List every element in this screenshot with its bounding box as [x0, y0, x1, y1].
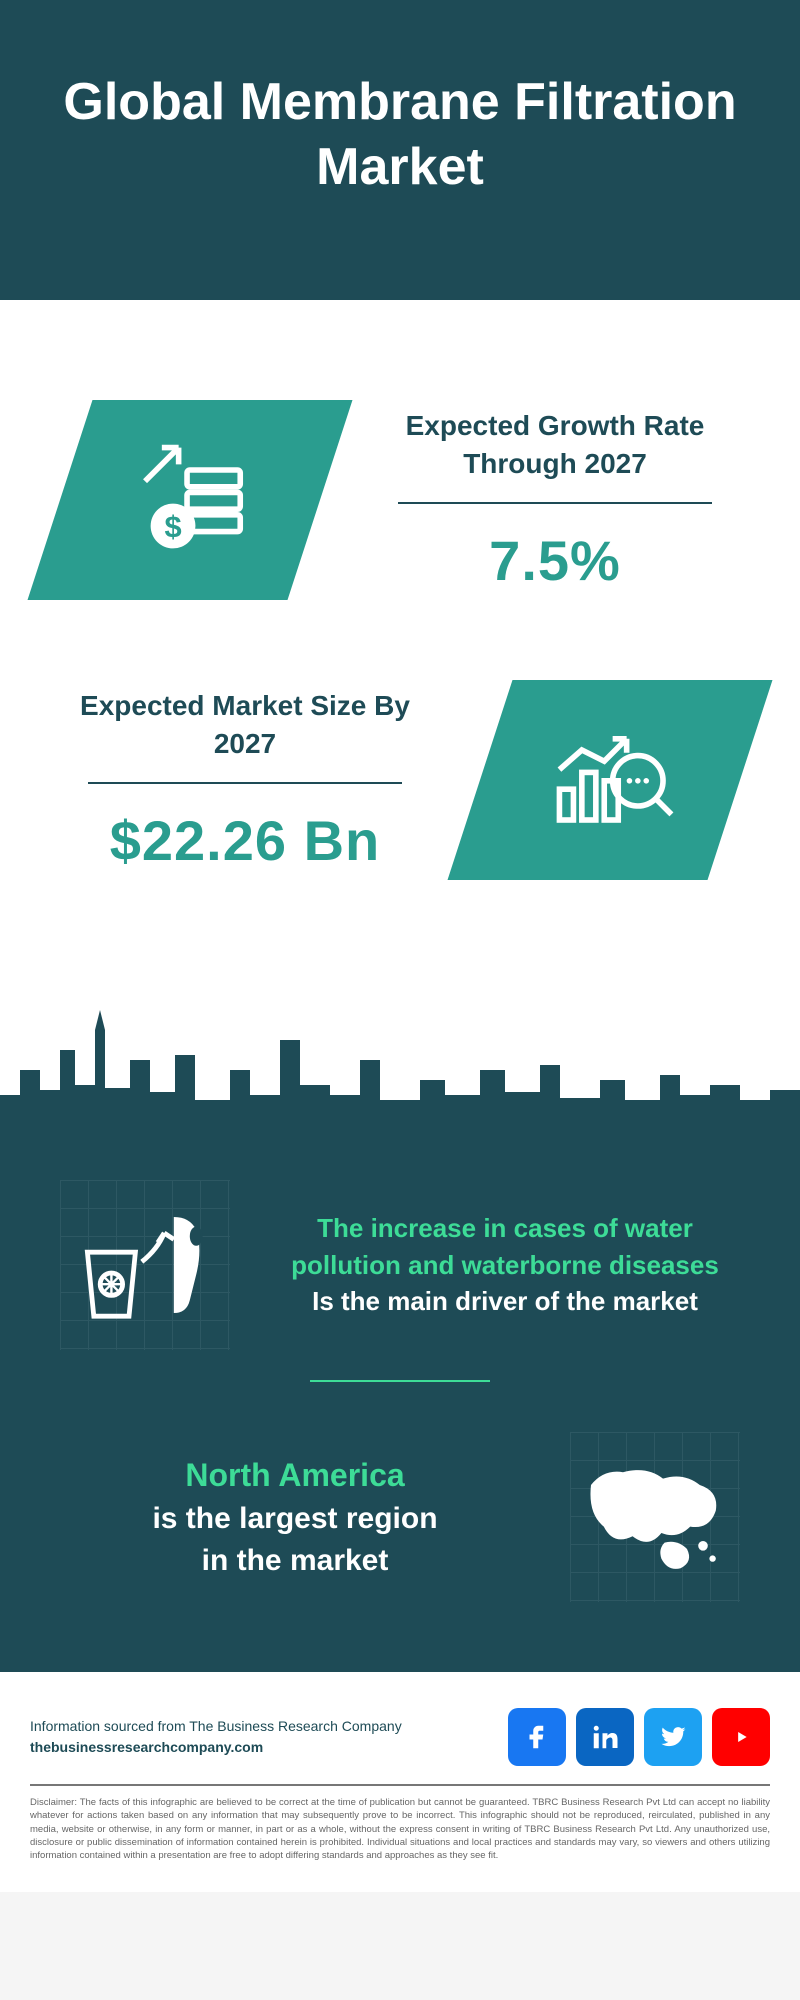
separator [310, 1380, 490, 1382]
stats-section: $ Expected Growth Rate Through 2027 7.5% [0, 340, 800, 1000]
stat-size-text: Expected Market Size By 2027 $22.26 Bn [60, 687, 430, 874]
linkedin-icon[interactable] [576, 1708, 634, 1766]
social-buttons [508, 1708, 770, 1766]
chart-magnify-parallelogram [448, 680, 773, 880]
twitter-icon[interactable] [644, 1708, 702, 1766]
footer: Information sourced from The Business Re… [0, 1672, 800, 1784]
market-driver: The increase in cases of water pollution… [60, 1180, 740, 1350]
disclaimer-section: Disclaimer: The facts of this infographi… [0, 1784, 800, 1892]
driver-highlight: The increase in cases of water pollution… [291, 1213, 719, 1279]
money-growth-icon: $ [120, 428, 260, 573]
source-line2: thebusinessresearchcompany.com [30, 1737, 402, 1758]
region-highlight: North America [185, 1457, 404, 1493]
money-growth-parallelogram: $ [28, 400, 353, 600]
region-block: North America is the largest region in t… [60, 1432, 740, 1602]
facebook-icon[interactable] [508, 1708, 566, 1766]
driver-rest: Is the main driver of the market [312, 1286, 698, 1316]
region-line2: in the market [202, 1544, 389, 1577]
region-line1: is the largest region [152, 1502, 437, 1535]
dark-section: The increase in cases of water pollution… [0, 1140, 800, 1672]
disclaimer-rule [30, 1784, 770, 1786]
header: Global Membrane Filtration Market [0, 0, 800, 300]
stat-growth-text: Expected Growth Rate Through 2027 7.5% [370, 407, 740, 594]
source-text: Information sourced from The Business Re… [30, 1716, 402, 1758]
stat-growth-rate: $ Expected Growth Rate Through 2027 7.5% [60, 400, 740, 600]
chart-magnify-icon [540, 708, 680, 853]
stat-label: Expected Growth Rate Through 2027 [370, 407, 740, 483]
disclaimer-text: Disclaimer: The facts of this infographi… [30, 1796, 770, 1862]
driver-text: The increase in cases of water pollution… [270, 1210, 740, 1319]
region-text: North America is the largest region in t… [60, 1453, 530, 1582]
youtube-icon[interactable] [712, 1708, 770, 1766]
spacer [0, 300, 800, 340]
skyline-divider [0, 1000, 800, 1140]
stat-value: $22.26 Bn [60, 808, 430, 873]
page-title: Global Membrane Filtration Market [40, 70, 760, 200]
world-map-icon [570, 1432, 740, 1602]
source-line1: Information sourced from The Business Re… [30, 1716, 402, 1737]
stat-market-size: Expected Market Size By 2027 $22.26 Bn [60, 680, 740, 880]
divider [88, 782, 403, 784]
stat-label: Expected Market Size By 2027 [60, 687, 430, 763]
water-drink-icon [60, 1180, 230, 1350]
stat-value: 7.5% [370, 528, 740, 593]
divider [398, 502, 713, 504]
svg-text:$: $ [165, 509, 182, 544]
